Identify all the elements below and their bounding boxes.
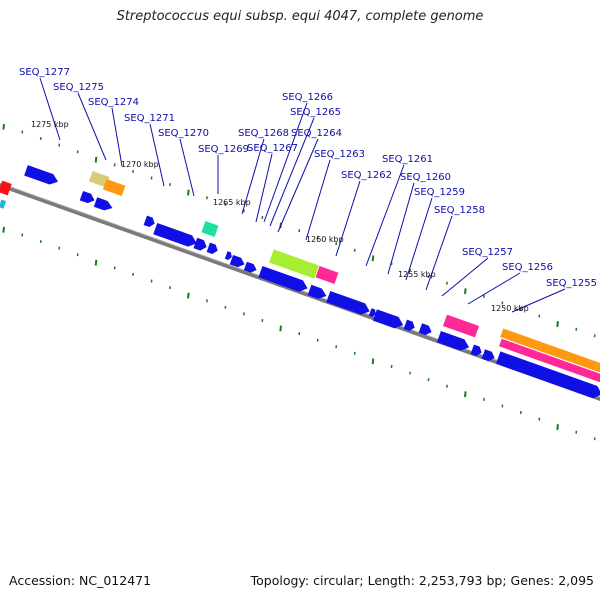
gene-arrow (153, 222, 197, 247)
tick-mark (371, 358, 375, 365)
feature-orange-long (500, 328, 600, 379)
gene-label: SEQ_1256 (502, 262, 553, 273)
gene-arrow (93, 197, 113, 211)
gene-arrow (372, 309, 404, 329)
gene-label: SEQ_1275 (53, 82, 104, 93)
gene-label: SEQ_1260 (400, 172, 451, 183)
kbp-label: 1260 kbp (306, 235, 344, 244)
leader-line (405, 197, 433, 281)
kbp-label: 1275 kbp (31, 120, 69, 129)
leader-line (241, 138, 265, 215)
feature-pink-small (315, 265, 339, 285)
feature-orange-small (102, 178, 126, 197)
genome-backbone (0, 183, 600, 401)
gene-label: SEQ_1274 (88, 97, 139, 108)
gene-arrow (143, 215, 155, 228)
gene-label: SEQ_1255 (546, 278, 597, 289)
tick-mark (464, 288, 467, 295)
gene-label: SEQ_1266 (282, 92, 333, 103)
gene-label: SEQ_1262 (341, 170, 392, 181)
gene-label: SEQ_1271 (124, 113, 175, 124)
gene-arrow (79, 190, 95, 204)
gene-arrow (403, 319, 415, 332)
leader-line (365, 164, 405, 267)
tick-mark (94, 156, 98, 163)
tick-mark (279, 325, 282, 332)
inner-tick-marks (2, 226, 596, 441)
gene-label: SEQ_1264 (291, 128, 342, 139)
gene-label: SEQ_1259 (414, 187, 465, 198)
tick-mark (556, 321, 559, 328)
leader-line (387, 182, 415, 275)
tick-mark (187, 189, 190, 196)
genome-summary-text: Topology: circular; Length: 2,253,793 bp… (250, 573, 594, 588)
gene-label: SEQ_1270 (158, 128, 209, 139)
gene-label: SEQ_1261 (382, 154, 433, 165)
leader-line (441, 257, 489, 297)
tick-mark (187, 292, 190, 299)
gene-label: SEQ_1263 (314, 149, 365, 160)
accession-text: Accession: NC_012471 (9, 573, 152, 588)
gene-arrow (24, 165, 59, 185)
kbp-label: 1250 kbp (491, 304, 529, 313)
map-title: Streptococcus equi subsp. equi 4047, com… (116, 9, 484, 24)
label-leader-lines (39, 77, 566, 313)
gene-arrows (24, 165, 600, 399)
feature-teal (201, 220, 219, 238)
gene-arrow (470, 344, 482, 357)
leader-line (179, 138, 195, 197)
gene-arrow (193, 237, 207, 251)
gene-arrow (496, 351, 600, 399)
feature-red-edge (0, 180, 12, 196)
gene-arrow (224, 251, 232, 260)
feature-cyan-edge (0, 199, 7, 209)
gene-arrow (326, 290, 370, 315)
gene-labels: SEQ_1277 SEQ_1275 SEQ_1274 SEQ_1271 SEQ_… (19, 67, 597, 289)
leader-line (149, 123, 165, 187)
tick-mark (464, 391, 467, 398)
leader-line (467, 272, 521, 305)
leader-line (77, 92, 107, 161)
leader-line (305, 159, 331, 241)
leader-line (39, 77, 61, 141)
kbp-label: 1270 kbp (121, 160, 159, 169)
leader-line (277, 138, 319, 233)
tick-mark (94, 259, 98, 266)
tick-mark (556, 424, 559, 431)
feature-khaki (88, 170, 110, 188)
tick-mark (371, 255, 375, 262)
leader-line (425, 215, 453, 291)
gene-arrow (229, 254, 245, 268)
gene-arrow (307, 284, 327, 299)
gene-arrow (436, 330, 470, 351)
feature-pink-long (499, 338, 600, 386)
gene-label: SEQ_1257 (462, 247, 513, 258)
tick-mark (2, 123, 5, 130)
leader-line (269, 117, 315, 227)
gene-label: SEQ_1268 (238, 128, 289, 139)
gene-arrow (206, 242, 218, 255)
gene-arrow (481, 349, 495, 362)
leader-line (263, 102, 308, 223)
gene-arrow (418, 323, 432, 336)
gene-label: SEQ_1277 (19, 67, 70, 78)
feature-lime (269, 249, 319, 279)
leader-line (335, 180, 361, 257)
tick-mark (2, 226, 5, 233)
gene-label: SEQ_1267 (247, 143, 298, 154)
gene-arrow (258, 265, 308, 292)
gene-arrow (243, 261, 257, 273)
gene-arrow (368, 308, 376, 317)
leader-line (511, 288, 566, 313)
leader-line (255, 153, 273, 223)
gene-label: SEQ_1258 (434, 205, 485, 216)
gene-label: SEQ_1265 (290, 107, 341, 118)
scale-labels: 1275 kbp 1270 kbp 1265 kbp 1260 kbp 1255… (31, 120, 529, 313)
gene-label: SEQ_1269 (198, 144, 249, 155)
kbp-label: 1265 kbp (213, 198, 251, 207)
feature-pink-mid (442, 314, 480, 338)
leader-line (111, 107, 123, 167)
kbp-label: 1255 kbp (398, 270, 436, 279)
